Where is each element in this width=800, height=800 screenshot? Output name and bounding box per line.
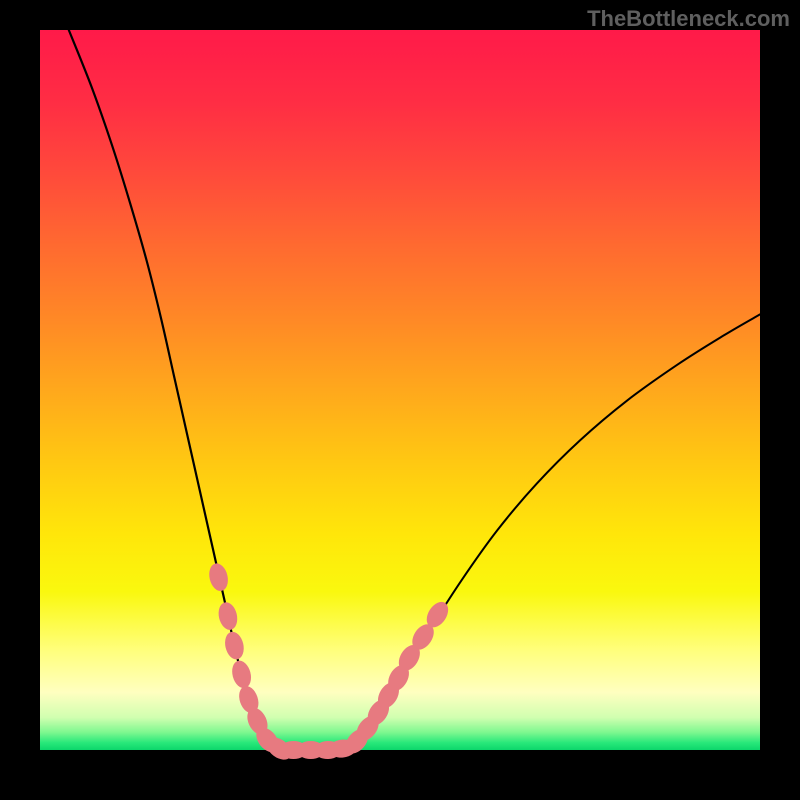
watermark-text: TheBottleneck.com xyxy=(587,6,790,32)
plot-background xyxy=(40,30,760,750)
chart-canvas xyxy=(0,0,800,800)
